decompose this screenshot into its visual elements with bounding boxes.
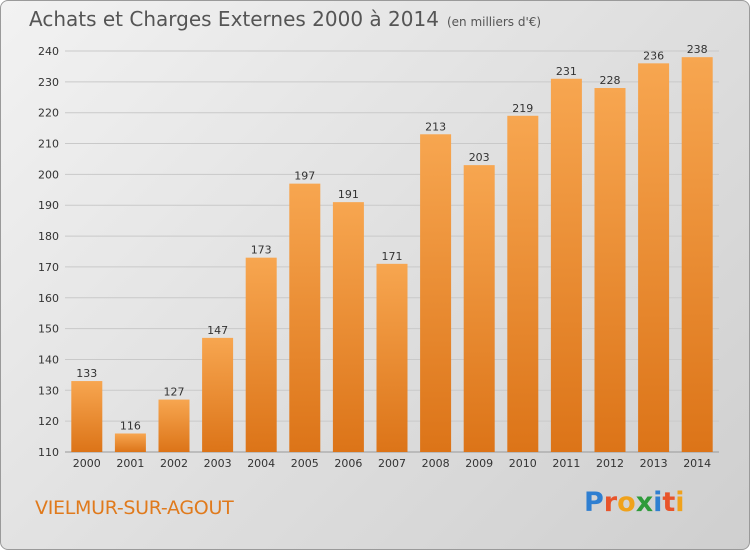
logo-letter: x	[635, 487, 654, 518]
bar-2001	[114, 433, 146, 452]
logo-letter: o	[617, 487, 636, 518]
x-tick-label-2005: 2005	[291, 457, 319, 470]
bar-2004	[245, 257, 277, 452]
x-tick-label-2012: 2012	[596, 457, 624, 470]
bar-2000	[71, 381, 103, 452]
y-tick-label: 230	[38, 76, 59, 89]
value-label-2014: 238	[687, 43, 708, 56]
y-tick-label: 190	[38, 199, 59, 212]
bar-2010	[507, 115, 539, 453]
value-label-2000: 133	[76, 367, 97, 380]
bar-2003	[202, 337, 234, 452]
value-label-2009: 203	[469, 151, 490, 164]
x-tick-label-2004: 2004	[247, 457, 275, 470]
chart-subtitle: (en milliers d'€)	[446, 15, 542, 29]
value-label-2008: 213	[425, 120, 446, 133]
x-tick-label-2008: 2008	[422, 457, 450, 470]
bar-2002	[158, 399, 190, 452]
y-tick-label: 120	[38, 415, 59, 428]
bar-2012	[594, 88, 626, 452]
bar-2005	[289, 183, 321, 452]
logo-letter: r	[603, 487, 618, 518]
bar-2009	[463, 165, 495, 452]
value-label-2010: 219	[512, 102, 533, 115]
logo-letter: i	[675, 487, 685, 518]
y-tick-label: 160	[38, 292, 59, 305]
bar-2006	[332, 202, 364, 452]
value-label-2006: 191	[338, 188, 359, 201]
x-tick-label-2013: 2013	[640, 457, 668, 470]
value-label-2005: 197	[294, 170, 315, 183]
logo-letter: t	[662, 487, 676, 518]
value-label-2011: 231	[556, 65, 577, 78]
x-tick-label-2009: 2009	[465, 457, 493, 470]
y-tick-label: 180	[38, 230, 59, 243]
value-label-2003: 147	[207, 324, 228, 337]
x-tick-label-2011: 2011	[552, 457, 580, 470]
y-tick-label: 110	[38, 446, 59, 459]
value-label-2004: 173	[251, 244, 272, 257]
x-axis-ticks: 2000 2001 2002 2003 2004 2005 2006 2007 2008 2009…	[73, 457, 711, 470]
x-tick-label-2003: 2003	[204, 457, 232, 470]
bars	[71, 57, 713, 453]
x-tick-label-2001: 2001	[116, 457, 144, 470]
title-text: Achats et Charges Externes 2000 à 2014	[29, 7, 439, 31]
y-tick-label: 210	[38, 138, 59, 151]
x-tick-label-2010: 2010	[509, 457, 537, 470]
commune-name: VIELMUR-SUR-AGOUT	[35, 497, 234, 519]
y-tick-label: 240	[38, 45, 59, 58]
x-tick-label-2000: 2000	[73, 457, 101, 470]
bar-2013	[638, 63, 670, 452]
logo-letter: P	[584, 487, 604, 518]
x-tick-label-2006: 2006	[334, 457, 362, 470]
x-tick-label-2007: 2007	[378, 457, 406, 470]
value-label-2013: 236	[643, 49, 664, 62]
x-tick-label-2014: 2014	[683, 457, 711, 470]
y-tick-label: 150	[38, 323, 59, 336]
y-tick-label: 220	[38, 107, 59, 120]
value-label-2007: 171	[382, 250, 403, 263]
value-label-2012: 228	[600, 74, 621, 87]
y-tick-label: 140	[38, 353, 59, 366]
value-labels: 133 116 127 147 173 197 191 171 213 203 219 231 228 2…	[76, 43, 707, 432]
y-tick-label: 130	[38, 384, 59, 397]
y-tick-label: 200	[38, 168, 59, 181]
x-tick-label-2002: 2002	[160, 457, 188, 470]
value-label-2002: 127	[164, 386, 185, 399]
bar-2014	[681, 57, 713, 453]
bar-2007	[376, 263, 408, 452]
proxiti-logo[interactable]: Proxiti	[584, 487, 685, 518]
value-label-2001: 116	[120, 419, 141, 432]
bar-2008	[420, 134, 452, 453]
bar-2011	[550, 78, 582, 452]
y-tick-label: 170	[38, 261, 59, 274]
chart-title: Achats et Charges Externes 2000 à 2014 (e…	[29, 7, 541, 31]
y-axis-ticks: 110 120 130 140 150 160 170 180 190 200 210 220 230 2…	[38, 45, 59, 459]
logo-letter: i	[653, 487, 663, 518]
